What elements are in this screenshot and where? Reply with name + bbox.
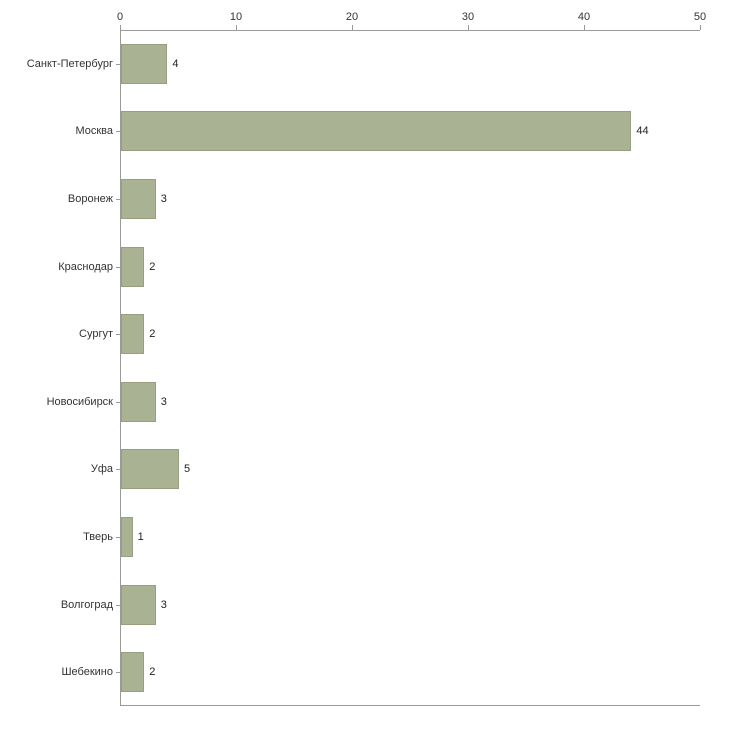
bar — [121, 246, 145, 287]
category-label: Новосибирск — [46, 395, 113, 408]
x-tick-mark — [236, 25, 237, 30]
x-tick-mark — [468, 25, 469, 30]
bar — [121, 179, 156, 219]
y-tick-mark — [116, 672, 120, 673]
category-label: Шебекино — [61, 666, 113, 679]
value-label: 2 — [149, 328, 156, 341]
value-label: 3 — [160, 598, 167, 611]
x-tick-label: 10 — [229, 11, 243, 23]
x-tick-label: 30 — [461, 11, 475, 23]
y-tick-mark — [116, 469, 120, 470]
category-label: Сургут — [79, 328, 113, 341]
bar — [121, 111, 632, 152]
category-label: Волгоград — [60, 598, 113, 611]
y-tick-mark — [116, 605, 120, 606]
category-label: Краснодар — [58, 260, 113, 273]
value-label: 2 — [149, 260, 156, 273]
category-label: Москва — [75, 125, 113, 138]
value-label: 3 — [160, 193, 167, 205]
value-label: 2 — [149, 666, 156, 679]
category-label: Санкт-Петербург — [26, 57, 113, 70]
bar — [121, 314, 145, 355]
category-label: Тверь — [83, 531, 113, 543]
y-tick-mark — [116, 267, 120, 268]
category-label: Воронеж — [67, 193, 113, 205]
value-label: 3 — [160, 395, 167, 408]
bar — [121, 652, 145, 693]
value-label: 44 — [636, 125, 649, 138]
y-tick-mark — [116, 199, 120, 200]
value-label: 5 — [184, 463, 191, 476]
bar — [121, 381, 156, 422]
x-tick-label: 0 — [116, 11, 124, 23]
x-tick-mark — [120, 25, 121, 30]
bar — [121, 584, 156, 625]
x-tick-mark — [700, 25, 701, 30]
y-tick-mark — [116, 402, 120, 403]
value-label: 4 — [172, 57, 179, 70]
bar — [121, 449, 179, 490]
y-tick-mark — [116, 131, 120, 132]
value-label: 1 — [137, 531, 144, 543]
bar — [121, 43, 168, 84]
y-tick-mark — [116, 334, 120, 335]
x-tick-mark — [584, 25, 585, 30]
x-tick-label: 40 — [577, 11, 591, 23]
x-tick-label: 20 — [345, 11, 359, 23]
y-tick-mark — [116, 64, 120, 65]
x-tick-label: 50 — [693, 11, 707, 23]
x-tick-mark — [352, 25, 353, 30]
category-label: Уфа — [90, 463, 113, 476]
bar — [121, 517, 133, 557]
y-tick-mark — [116, 537, 120, 538]
